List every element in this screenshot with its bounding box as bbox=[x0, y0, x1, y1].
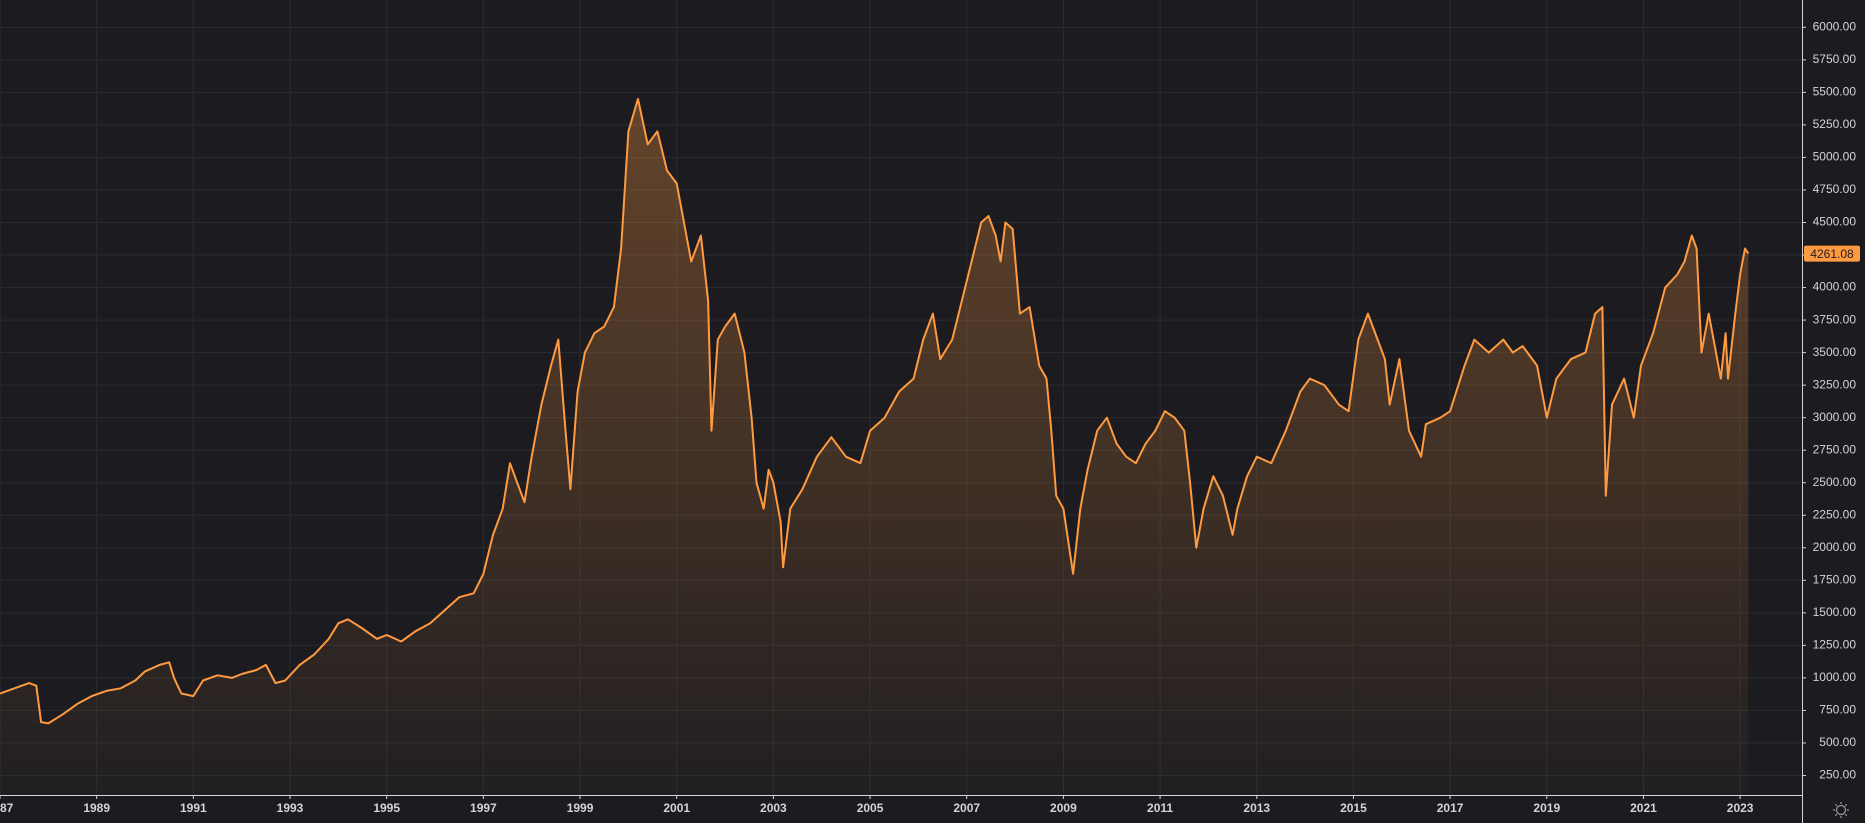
y-tick-label: 3500.00 bbox=[1813, 345, 1857, 359]
y-tick-label: 6000.00 bbox=[1813, 19, 1857, 33]
y-tick-label: 750.00 bbox=[1819, 703, 1856, 717]
x-tick-label: 2015 bbox=[1340, 801, 1367, 815]
y-tick-label: 1500.00 bbox=[1813, 605, 1857, 619]
x-tick-label: 1989 bbox=[83, 801, 110, 815]
x-tick-label: 1997 bbox=[470, 801, 497, 815]
y-tick-label: 5000.00 bbox=[1813, 150, 1857, 164]
y-tick-label: 4000.00 bbox=[1813, 280, 1857, 294]
y-tick-label: 4500.00 bbox=[1813, 215, 1857, 229]
last-price-label: 4261.08 bbox=[1810, 247, 1854, 261]
y-tick-label: 500.00 bbox=[1819, 735, 1856, 749]
x-tick-label: 2019 bbox=[1533, 801, 1560, 815]
y-tick-label: 1250.00 bbox=[1813, 638, 1857, 652]
y-tick-label: 4750.00 bbox=[1813, 182, 1857, 196]
x-tick-label: 1993 bbox=[277, 801, 304, 815]
x-tick-label: 2013 bbox=[1243, 801, 1270, 815]
y-tick-label: 2250.00 bbox=[1813, 507, 1857, 521]
settings-icon[interactable] bbox=[1833, 802, 1849, 818]
y-tick-label: 5250.00 bbox=[1813, 117, 1857, 131]
y-tick-label: 1750.00 bbox=[1813, 572, 1857, 586]
x-tick-label: 1987 bbox=[0, 801, 14, 815]
y-tick-label: 250.00 bbox=[1819, 768, 1856, 782]
x-tick-label: 2011 bbox=[1147, 801, 1173, 815]
x-tick-label: 2009 bbox=[1050, 801, 1077, 815]
x-tick-label: 2005 bbox=[857, 801, 884, 815]
x-tick-label: 2001 bbox=[663, 801, 690, 815]
x-tick-label: 2007 bbox=[953, 801, 980, 815]
y-tick-label: 3750.00 bbox=[1813, 312, 1857, 326]
y-tick-label: 1000.00 bbox=[1813, 670, 1857, 684]
y-tick-label: 2750.00 bbox=[1813, 442, 1857, 456]
x-tick-label: 1999 bbox=[567, 801, 594, 815]
x-tick-label: 2021 bbox=[1630, 801, 1657, 815]
y-tick-label: 2500.00 bbox=[1813, 475, 1857, 489]
y-tick-label: 3000.00 bbox=[1813, 410, 1857, 424]
y-tick-label: 5750.00 bbox=[1813, 52, 1857, 66]
x-tick-label: 2023 bbox=[1727, 801, 1754, 815]
settings-icon-ring bbox=[1835, 804, 1847, 816]
y-tick-label: 2000.00 bbox=[1813, 540, 1857, 554]
area-fill bbox=[0, 98, 1749, 795]
x-tick-label: 2003 bbox=[760, 801, 787, 815]
y-tick-label: 3250.00 bbox=[1813, 377, 1857, 391]
last-price-tag bbox=[1804, 245, 1860, 262]
x-tick-label: 2017 bbox=[1437, 801, 1464, 815]
x-tick-label: 1991 bbox=[180, 801, 207, 815]
price-line bbox=[0, 97, 1750, 725]
y-tick-label: 5500.00 bbox=[1813, 85, 1857, 99]
settings-icon-teeth bbox=[1833, 802, 1849, 818]
x-tick-label: 1995 bbox=[373, 801, 400, 815]
